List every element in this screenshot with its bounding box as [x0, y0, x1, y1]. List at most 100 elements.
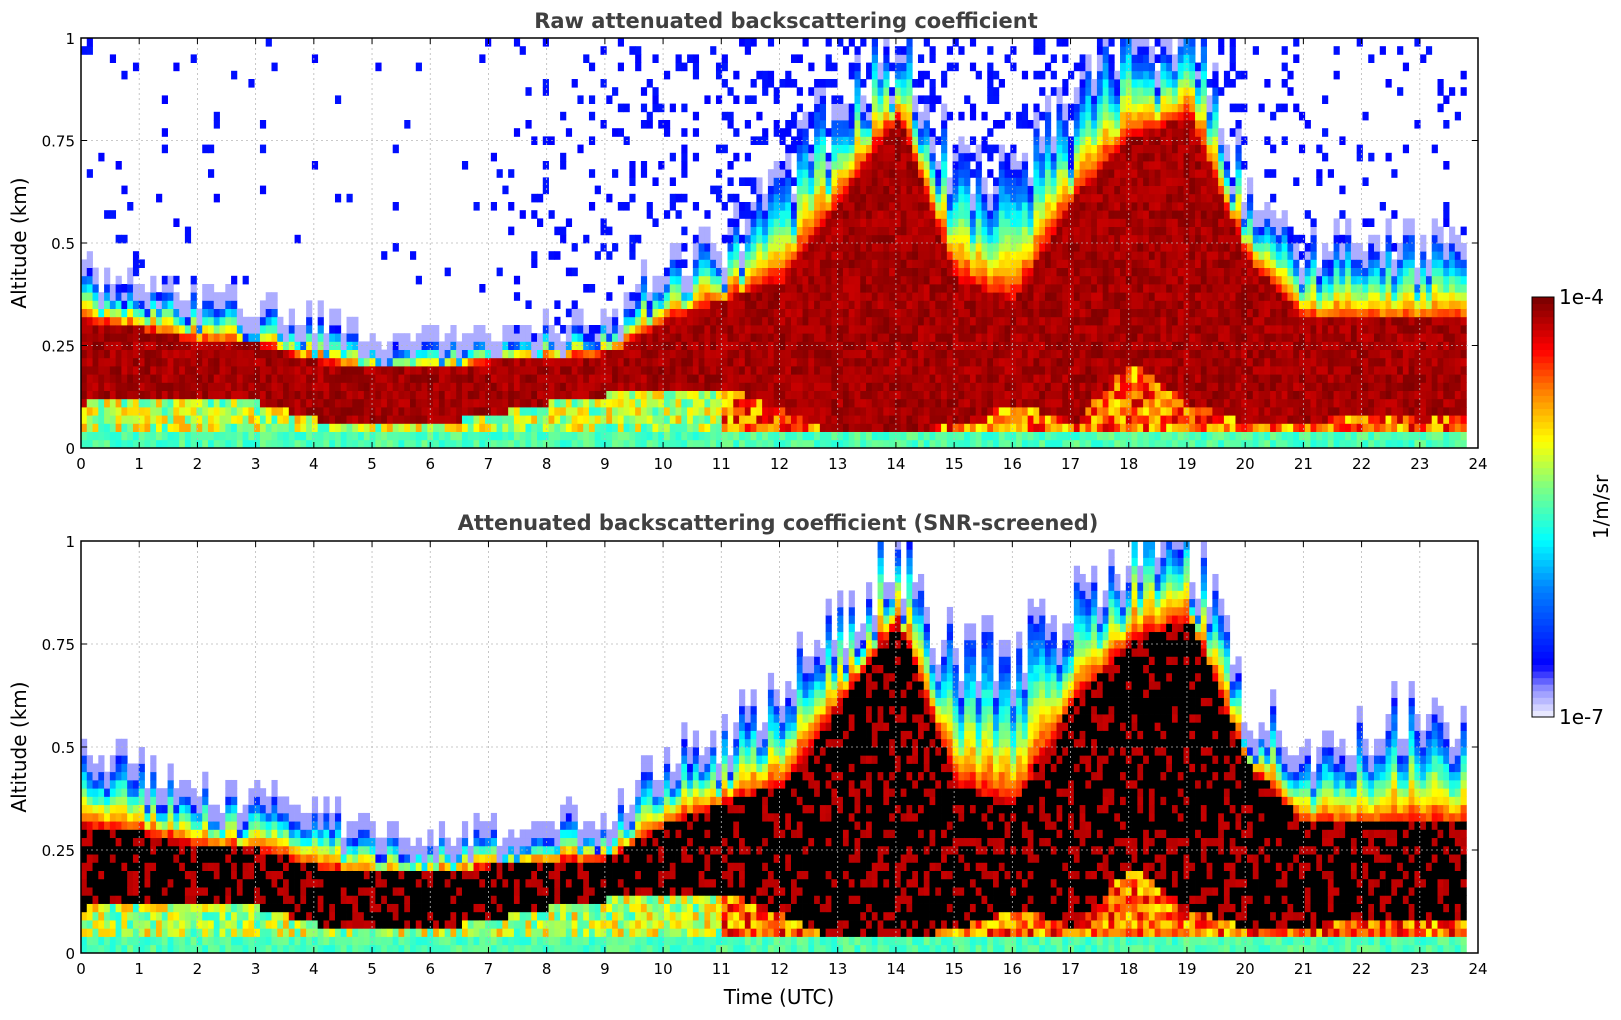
heatmap-cell	[756, 300, 762, 309]
heatmap-cell	[756, 112, 762, 121]
heatmap-cell	[87, 292, 93, 301]
heatmap-cell	[231, 350, 237, 359]
heatmap-cell	[1080, 415, 1086, 424]
heatmap-cell	[306, 366, 312, 375]
heatmap-cell	[1016, 366, 1022, 375]
heatmap-cell	[693, 251, 699, 260]
heatmap-cell	[826, 399, 832, 408]
heatmap-cell	[543, 399, 549, 408]
heatmap-cell	[976, 292, 982, 301]
heatmap-cell	[104, 366, 110, 375]
heatmap-cell	[785, 218, 791, 227]
heatmap-cell	[912, 309, 918, 318]
heatmap-cell	[87, 309, 93, 318]
heatmap-cell	[237, 358, 243, 367]
heatmap-cell	[491, 350, 497, 359]
heatmap-cell	[883, 54, 889, 63]
heatmap-cell	[1103, 227, 1109, 236]
heatmap-cell	[866, 333, 872, 342]
heatmap-cell	[820, 104, 826, 113]
heatmap-cell	[537, 391, 543, 400]
heatmap-cell	[1091, 79, 1097, 88]
heatmap-cell	[1085, 112, 1091, 121]
heatmap-cell	[849, 227, 855, 236]
heatmap-cell	[797, 366, 803, 375]
heatmap-cell	[831, 350, 837, 359]
heatmap-cell	[248, 415, 254, 424]
heatmap-cell	[935, 399, 941, 408]
heatmap-cell	[260, 382, 266, 391]
heatmap-cell	[889, 415, 895, 424]
heatmap-cell	[964, 259, 970, 268]
heatmap-cell	[554, 382, 560, 391]
heatmap-cell	[173, 382, 179, 391]
heatmap-cell	[116, 284, 122, 293]
heatmap-cell	[462, 399, 468, 408]
heatmap-cell	[1085, 169, 1091, 178]
heatmap-cell	[624, 292, 630, 301]
heatmap-cell	[728, 268, 734, 277]
heatmap-cell	[1074, 169, 1080, 178]
heatmap-cell	[872, 391, 878, 400]
heatmap-cell	[1062, 128, 1068, 137]
heatmap-cell	[601, 333, 607, 342]
heatmap-cell	[248, 350, 254, 359]
heatmap-cell	[271, 407, 277, 416]
heatmap-cell	[629, 333, 635, 342]
heatmap-cell	[820, 177, 826, 186]
heatmap-cell	[266, 317, 272, 326]
heatmap-cell	[906, 407, 912, 416]
heatmap-cell	[439, 432, 445, 441]
heatmap-cell	[866, 210, 872, 219]
heatmap-cell	[993, 415, 999, 424]
heatmap-cell	[872, 194, 878, 203]
heatmap-cell	[156, 292, 162, 301]
heatmap-cell	[243, 325, 249, 334]
heatmap-cell	[237, 350, 243, 359]
heatmap-cell	[849, 358, 855, 367]
heatmap-cell	[1010, 407, 1016, 416]
heatmap-cell	[970, 423, 976, 432]
heatmap-cell	[745, 95, 751, 104]
heatmap-cell	[676, 382, 682, 391]
heatmap-cell	[1097, 46, 1103, 55]
heatmap-cell	[635, 350, 641, 359]
heatmap-cell	[635, 407, 641, 416]
heatmap-cell	[156, 440, 162, 449]
heatmap-cell	[156, 415, 162, 424]
heatmap-cell	[785, 210, 791, 219]
heatmap-cell	[785, 440, 791, 449]
heatmap-cell	[531, 415, 537, 424]
heatmap-cell	[618, 104, 624, 113]
heatmap-cell	[687, 399, 693, 408]
heatmap-cell	[104, 382, 110, 391]
heatmap-cell	[179, 407, 185, 416]
heatmap-cell	[514, 276, 520, 285]
heatmap-cell	[704, 382, 710, 391]
heatmap-cell	[762, 333, 768, 342]
heatmap-cell	[803, 251, 809, 260]
heatmap-cell	[728, 358, 734, 367]
heatmap-cell	[231, 284, 237, 293]
heatmap-cell	[618, 407, 624, 416]
heatmap-cell	[872, 423, 878, 432]
heatmap-cell	[393, 243, 399, 252]
heatmap-cell	[601, 432, 607, 441]
heatmap-cell	[1039, 325, 1045, 334]
heatmap-cell	[139, 309, 145, 318]
heatmap-cell	[618, 202, 624, 211]
heatmap-cell	[820, 210, 826, 219]
heatmap-cell	[254, 415, 260, 424]
heatmap-cell	[514, 325, 520, 334]
heatmap-cell	[398, 440, 404, 449]
heatmap-cell	[878, 407, 884, 416]
heatmap-cell	[883, 399, 889, 408]
heatmap-cell	[110, 440, 116, 449]
heatmap-cell	[220, 382, 226, 391]
heatmap-cell	[728, 194, 734, 203]
heatmap-cell	[416, 399, 422, 408]
heatmap-cell	[1022, 194, 1028, 203]
heatmap-cell	[912, 300, 918, 309]
heatmap-cell	[970, 169, 976, 178]
heatmap-cell	[566, 407, 572, 416]
